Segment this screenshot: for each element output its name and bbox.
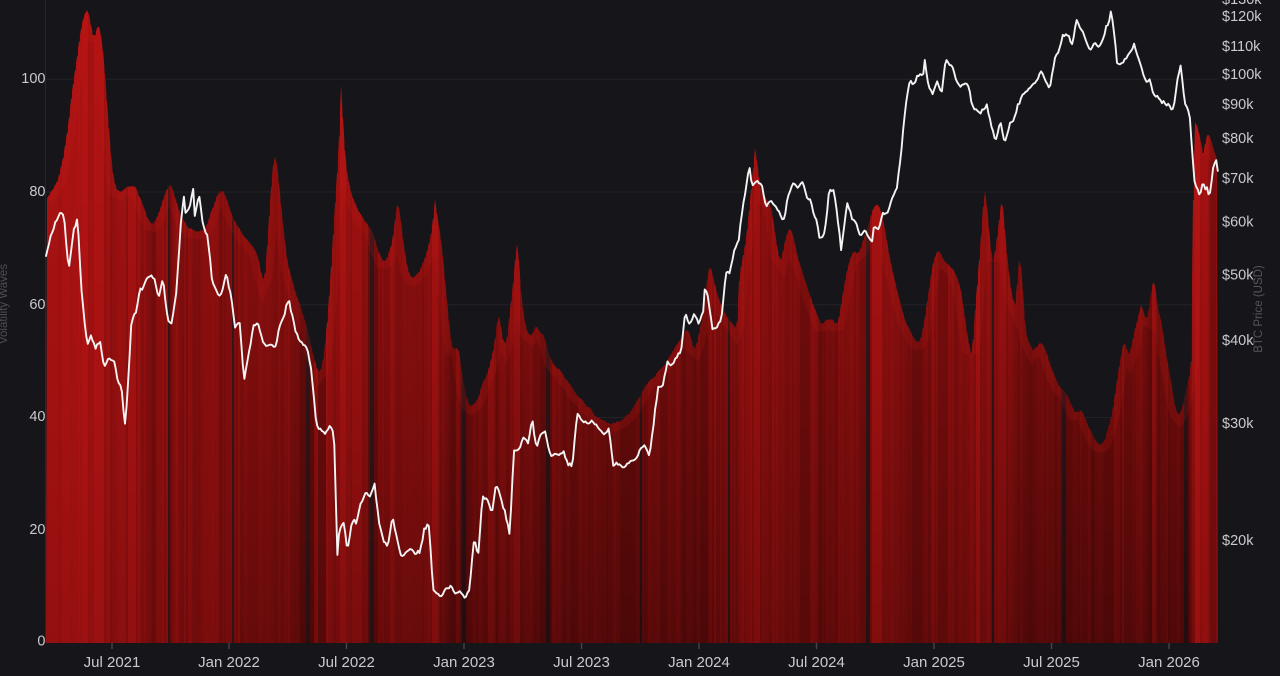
svg-text:$120k: $120k <box>1222 9 1262 25</box>
svg-text:Jul 2023: Jul 2023 <box>553 654 610 671</box>
svg-text:$50k: $50k <box>1222 268 1254 284</box>
svg-text:Jul 2024: Jul 2024 <box>788 654 845 671</box>
svg-text:80: 80 <box>29 184 45 200</box>
svg-text:Jul 2021: Jul 2021 <box>84 654 141 671</box>
svg-text:$20k: $20k <box>1222 533 1254 549</box>
svg-text:Jan 2024: Jan 2024 <box>668 654 730 671</box>
svg-text:Volatility Waves: Volatility Waves <box>0 264 10 344</box>
svg-text:$90k: $90k <box>1222 97 1254 113</box>
svg-text:$130k: $130k <box>1222 0 1262 8</box>
svg-text:$100k: $100k <box>1222 67 1262 83</box>
svg-text:$70k: $70k <box>1222 171 1254 187</box>
svg-text:$40k: $40k <box>1222 333 1254 349</box>
svg-text:100: 100 <box>21 71 45 87</box>
svg-text:40: 40 <box>29 409 45 425</box>
svg-text:Jul 2025: Jul 2025 <box>1023 654 1080 671</box>
svg-text:$110k: $110k <box>1222 39 1261 55</box>
svg-text:$80k: $80k <box>1222 131 1254 147</box>
svg-text:Jan 2023: Jan 2023 <box>433 654 495 671</box>
svg-text:Jan 2026: Jan 2026 <box>1138 654 1200 671</box>
svg-text:Jan 2022: Jan 2022 <box>198 654 260 671</box>
svg-text:BTC Price (USD): BTC Price (USD) <box>1253 265 1265 353</box>
svg-text:Jul 2022: Jul 2022 <box>318 654 375 671</box>
svg-text:0: 0 <box>37 634 45 650</box>
svg-text:60: 60 <box>29 297 45 313</box>
svg-text:Jan 2025: Jan 2025 <box>903 654 965 671</box>
svg-text:$30k: $30k <box>1222 416 1254 432</box>
svg-text:20: 20 <box>29 522 45 538</box>
svg-text:$60k: $60k <box>1222 215 1254 231</box>
